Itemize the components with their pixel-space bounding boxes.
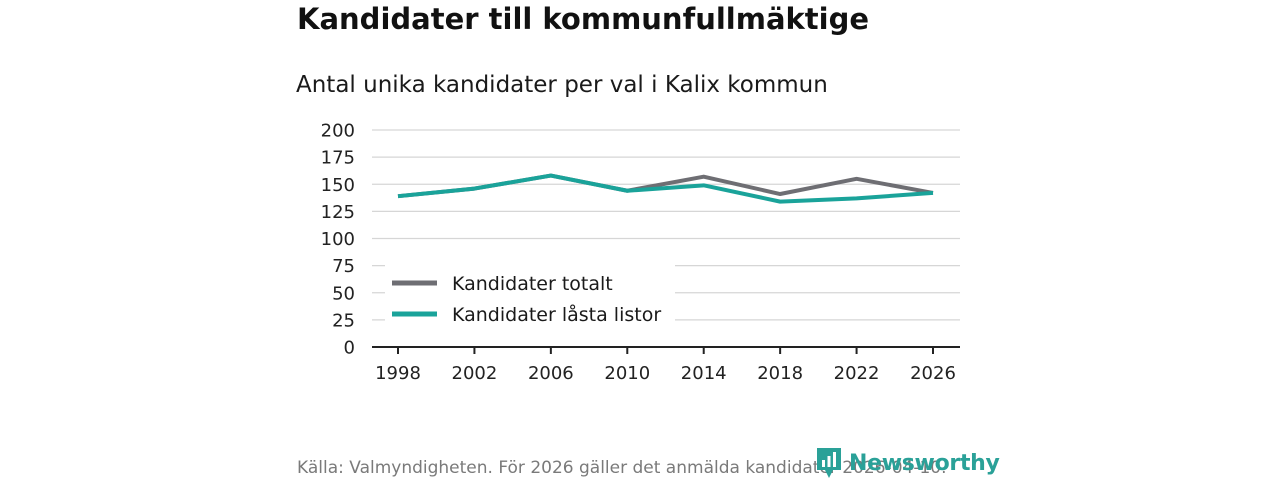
y-tick-label: 100 [321, 229, 355, 250]
x-tick-label: 2002 [452, 363, 498, 384]
y-tick-label: 50 [332, 283, 355, 304]
series-lines [397, 173, 934, 204]
x-tick-label: 2006 [528, 363, 574, 384]
x-tick-label: 1998 [375, 363, 421, 384]
axes: 0 25 50 75 100 125 150 175 200 1998 2002 2006 2010 20… [321, 121, 960, 384]
chart-title: Kandidater till kommunfullmäktige [297, 2, 870, 36]
source-note: Källa: Valmyndigheten. För 2026 gäller d… [297, 458, 947, 478]
y-tick-label: 175 [321, 148, 355, 169]
x-tick-label: 2022 [834, 363, 880, 384]
x-tick-label: 2018 [757, 363, 803, 384]
y-tick-label: 75 [332, 256, 355, 277]
chart-subtitle: Antal unika kandidater per val i Kalix k… [296, 72, 828, 98]
legend-background [385, 265, 675, 331]
y-tick-label: 200 [321, 121, 355, 142]
y-tick-label: 125 [321, 202, 355, 223]
x-tick-label: 2010 [604, 363, 650, 384]
newsworthy-logo: Newsworthy [815, 446, 1000, 480]
y-tick-label: 150 [321, 175, 355, 196]
newsworthy-logo-icon [817, 448, 841, 478]
legend: Kandidater totalt Kandidater låsta listor [385, 265, 675, 331]
newsworthy-logo-text: Newsworthy [849, 450, 1000, 476]
y-tick-label: 0 [344, 338, 355, 359]
y-tick-label: 25 [332, 310, 355, 331]
legend-label-1: Kandidater låsta listor [452, 303, 661, 326]
series-line-0 [397, 173, 934, 199]
x-tick-label: 2014 [681, 363, 727, 384]
x-tick-label: 2026 [910, 363, 956, 384]
legend-label-0: Kandidater totalt [452, 273, 613, 295]
series-line-1 [397, 173, 934, 204]
